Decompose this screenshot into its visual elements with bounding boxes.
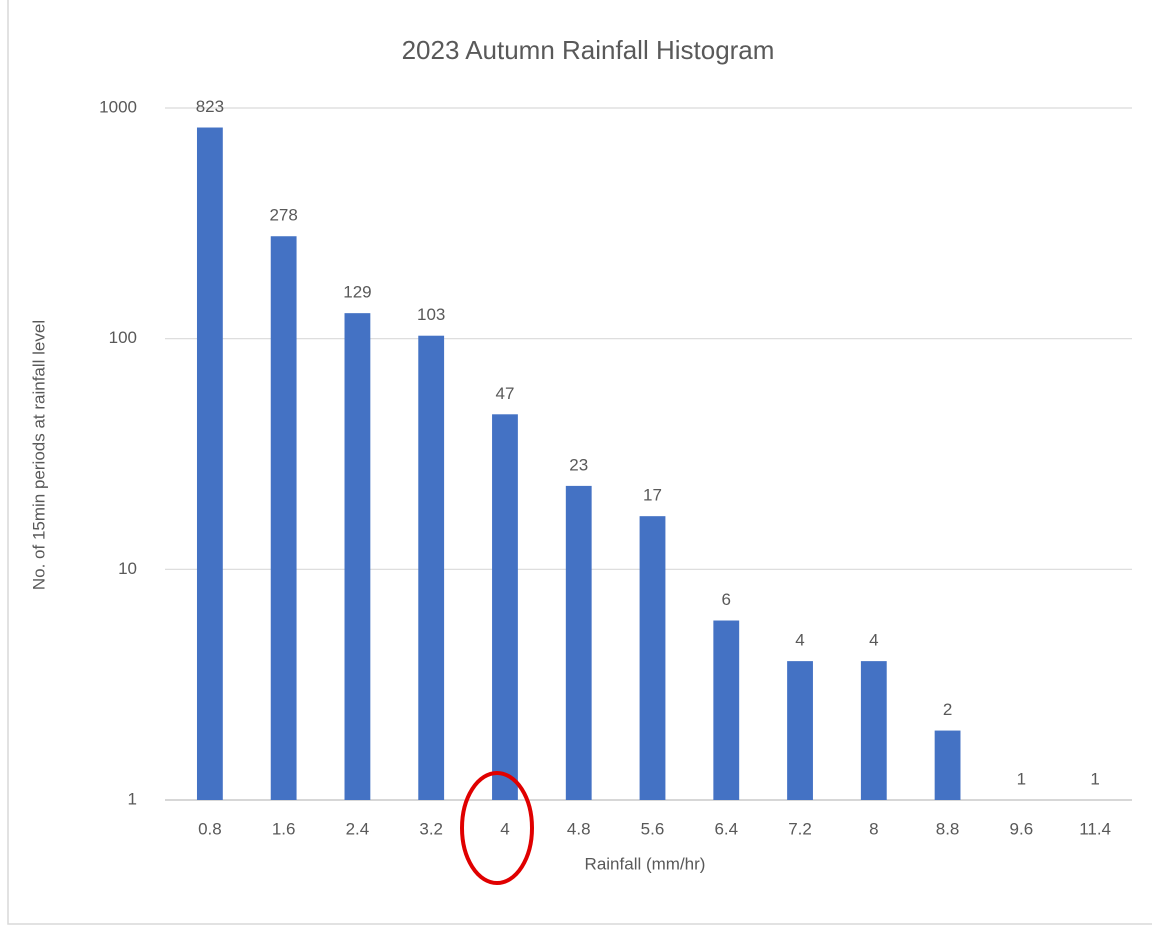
x-tick-label: 4.8 (567, 819, 591, 838)
bar (270, 236, 297, 800)
data-label: 4 (869, 631, 878, 650)
bar (934, 730, 961, 800)
x-tick-label: 0.8 (198, 819, 222, 838)
bar (492, 414, 518, 800)
data-label: 47 (496, 384, 515, 403)
bar (639, 516, 666, 800)
y-tick-label: 1 (128, 789, 137, 808)
y-tick-label: 10 (118, 559, 137, 578)
x-tick-label: 6.4 (714, 819, 738, 838)
y-tick-label: 1000 (99, 97, 137, 116)
data-label: 23 (569, 455, 588, 474)
bar (196, 127, 223, 801)
data-label: 2 (943, 700, 952, 719)
data-label: 129 (343, 283, 371, 302)
x-tick-label: 11.4 (1079, 819, 1111, 838)
x-tick-label: 9.6 (1010, 819, 1034, 838)
data-label: 1 (1090, 769, 1099, 788)
bar (565, 485, 592, 800)
x-tick-label: 1.6 (272, 819, 296, 838)
x-tick-label: 8 (869, 819, 878, 838)
bar (344, 313, 371, 800)
x-tick-label: 2.4 (346, 819, 370, 838)
data-label: 6 (722, 590, 731, 609)
bar (713, 620, 740, 800)
x-axis-label: Rainfall (mm/hr) (585, 854, 706, 873)
data-label: 823 (196, 97, 224, 116)
x-tick-label: 8.8 (936, 819, 960, 838)
x-tick-label: 4 (500, 819, 509, 838)
bar (787, 661, 813, 800)
bar (860, 661, 887, 800)
data-label: 1 (1017, 769, 1026, 788)
highlight-circle (460, 771, 534, 885)
y-axis-label: No. of 15min periods at rainfall level (29, 320, 48, 590)
data-label: 278 (269, 206, 297, 225)
bar (418, 335, 445, 800)
plot: 11010010000.88231.62782.41293.21034474.8… (99, 97, 1132, 838)
data-label: 4 (795, 631, 804, 650)
y-tick-label: 100 (109, 328, 137, 347)
data-label: 17 (643, 486, 662, 505)
data-label: 103 (417, 305, 445, 324)
x-tick-label: 3.2 (419, 819, 443, 838)
x-tick-label: 7.2 (788, 819, 812, 838)
chart-title: 2023 Autumn Rainfall Histogram (402, 35, 775, 65)
x-tick-label: 5.6 (641, 819, 665, 838)
chart-frame (7, 0, 1152, 925)
